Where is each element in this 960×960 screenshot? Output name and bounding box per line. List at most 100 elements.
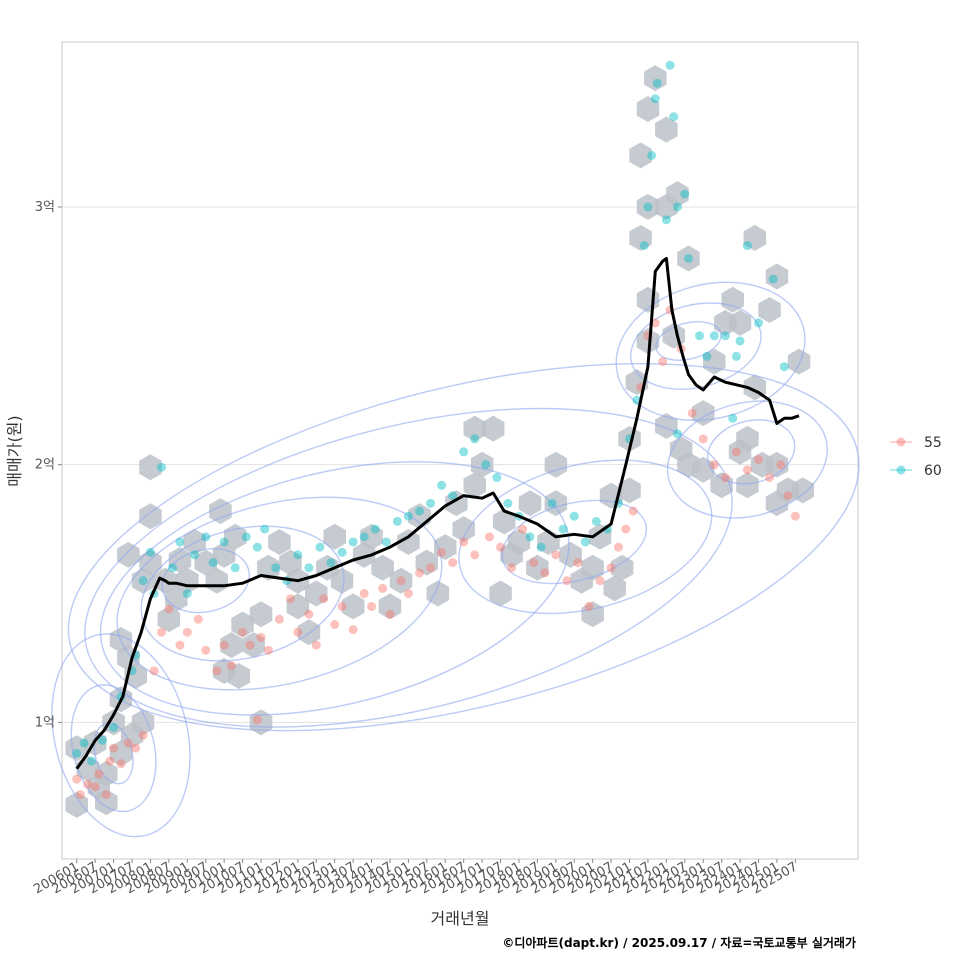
point-series-60	[109, 723, 119, 733]
density-contour	[51, 633, 191, 838]
point-series-55	[182, 627, 192, 637]
point-series-60	[403, 511, 413, 521]
hexbin-cell	[131, 709, 155, 736]
point-series-55	[621, 524, 631, 534]
point-series-55	[330, 619, 340, 629]
density-contour	[93, 722, 134, 785]
hexbin-cell	[677, 245, 700, 272]
hexbin-cell	[220, 632, 243, 659]
density-contour	[666, 400, 828, 519]
point-series-55	[219, 640, 229, 650]
point-series-55	[754, 455, 763, 465]
point-series-60	[731, 351, 741, 361]
hexbin-cell	[655, 116, 678, 143]
hexbin-cell	[139, 503, 162, 530]
hexbin-cell	[750, 451, 774, 478]
hexbin-cell	[559, 541, 582, 568]
point-series-60	[735, 336, 745, 346]
hexbin-cell	[544, 490, 568, 517]
point-series-60	[348, 537, 358, 547]
point-series-55	[731, 447, 741, 457]
trend-line	[75, 257, 800, 770]
point-series-55	[562, 576, 572, 586]
point-series-60	[381, 537, 391, 547]
point-series-60	[665, 60, 675, 70]
point-series-60	[392, 516, 402, 526]
point-series-55	[551, 550, 561, 560]
hexbin-cell	[588, 523, 612, 550]
hexbin-cell	[629, 224, 652, 251]
point-series-55	[529, 558, 539, 568]
point-series-55	[201, 645, 211, 655]
hexbin-cell	[765, 263, 789, 290]
point-series-55	[496, 542, 506, 552]
point-series-60	[230, 563, 240, 573]
point-series-60	[138, 576, 148, 586]
point-series-60	[470, 434, 480, 444]
hexbin-cell	[95, 760, 118, 787]
hexbin-cell	[434, 534, 457, 561]
point-series-60	[650, 94, 660, 104]
point-series-60	[326, 558, 336, 568]
point-series-60	[672, 202, 682, 212]
point-series-60	[709, 331, 719, 341]
point-series-55	[484, 532, 494, 542]
point-series-55	[256, 632, 266, 642]
hexbin-cell	[242, 632, 265, 659]
point-series-60	[754, 318, 763, 328]
legend: 55 60	[890, 435, 942, 479]
point-series-60	[779, 362, 789, 372]
hexbin-cell	[249, 601, 273, 628]
point-series-55	[613, 542, 623, 552]
point-series-60	[182, 589, 192, 599]
y-tick-label-1: 2억	[35, 458, 55, 473]
point-series-55	[101, 790, 111, 800]
density-contours	[51, 281, 860, 838]
point-series-55	[337, 601, 347, 611]
hexbin-cell	[489, 580, 512, 607]
hexbin-cell	[636, 193, 660, 220]
hexbin-cell	[629, 142, 652, 169]
point-series-55	[359, 589, 369, 599]
legend-label-55: 55	[924, 435, 942, 451]
point-series-55	[319, 594, 329, 604]
point-series-60	[448, 491, 458, 501]
point-series-55	[584, 601, 594, 611]
point-series-55	[83, 779, 93, 789]
hexbin-cell	[736, 425, 759, 452]
hexbin-cell	[139, 454, 162, 481]
point-series-55	[606, 563, 616, 573]
point-series-55	[193, 614, 203, 624]
point-series-60	[79, 738, 89, 748]
point-series-60	[271, 563, 281, 573]
point-series-55	[245, 640, 255, 650]
hexbin-cell	[194, 549, 217, 576]
point-series-60	[86, 756, 96, 766]
point-series-60	[647, 150, 657, 160]
hexbin-cell	[249, 709, 273, 736]
point-series-60	[591, 516, 601, 526]
hexbin-cell	[209, 498, 232, 525]
point-series-60	[252, 542, 262, 552]
point-series-55	[238, 627, 248, 637]
point-series-55	[116, 759, 126, 769]
point-series-55	[709, 460, 719, 470]
point-series-55	[698, 434, 708, 444]
point-series-55	[109, 743, 119, 753]
point-series-55	[720, 473, 730, 483]
point-series-60	[536, 542, 546, 552]
y-axis-title: 매매가(원)	[5, 415, 24, 486]
hexbin-cell	[371, 554, 394, 581]
density-contour	[140, 525, 345, 662]
hexbin-cell	[231, 611, 254, 638]
hexbin-cell	[481, 415, 505, 442]
point-series-55	[595, 576, 605, 586]
hexbin-cell	[102, 709, 125, 736]
point-series-60	[241, 532, 251, 542]
density-contour	[67, 362, 860, 732]
point-series-55	[367, 601, 377, 611]
point-series-55	[448, 558, 458, 568]
point-series-60	[414, 506, 424, 516]
point-series-55	[285, 594, 295, 604]
